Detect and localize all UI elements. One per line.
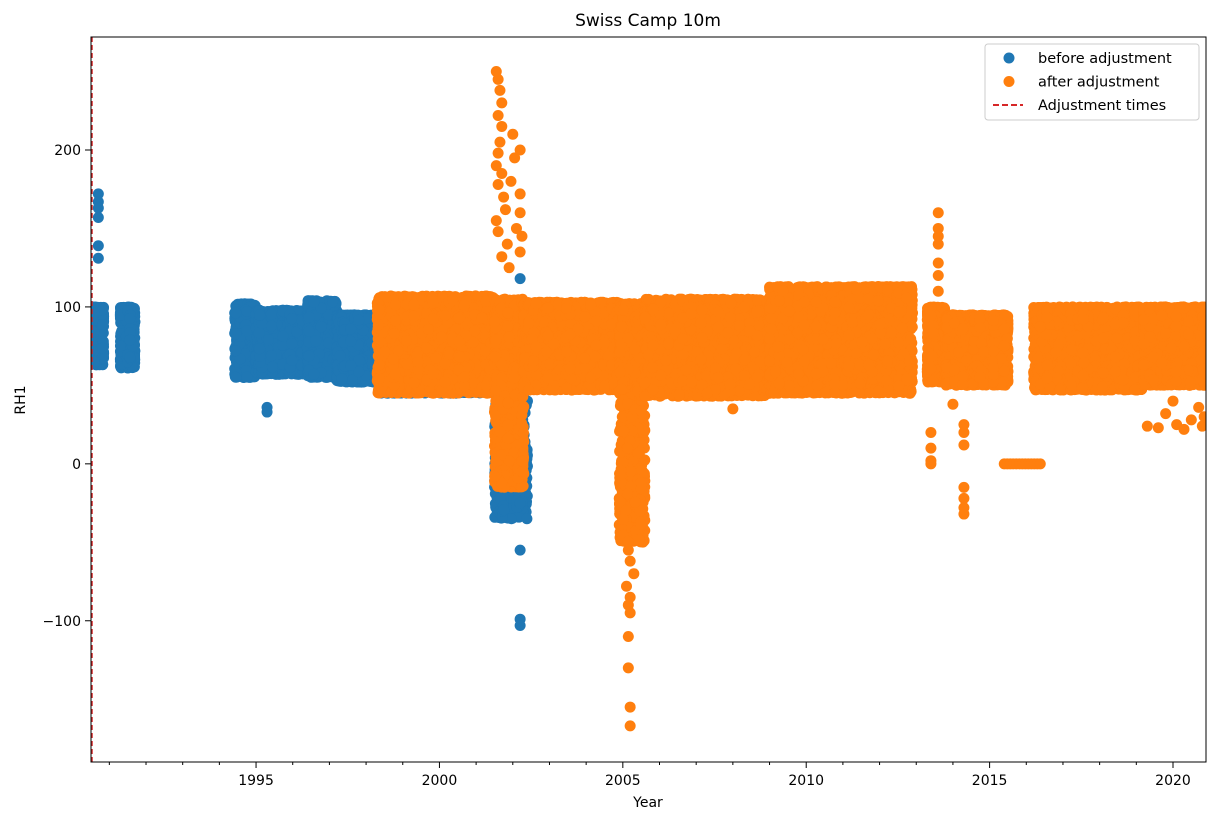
data-point <box>97 319 108 330</box>
data-point <box>124 352 135 363</box>
data-point <box>304 312 315 323</box>
plot-area <box>86 37 1212 762</box>
data-point <box>241 372 252 383</box>
data-point <box>345 323 356 334</box>
data-point <box>88 356 99 367</box>
data-point <box>316 321 327 332</box>
data-point <box>254 310 265 321</box>
data-point <box>254 327 265 338</box>
data-point <box>353 315 364 326</box>
data-point <box>230 328 241 339</box>
data-point <box>286 338 297 349</box>
data-point <box>266 350 277 361</box>
data-point <box>266 309 277 320</box>
data-point <box>266 320 277 331</box>
data-point <box>88 308 99 319</box>
data-point <box>267 361 278 372</box>
data-point <box>88 346 99 357</box>
data-point <box>115 340 126 351</box>
data-point <box>124 334 135 345</box>
data-point <box>124 313 135 324</box>
data-point <box>286 355 297 366</box>
data-point <box>327 296 338 307</box>
data-point <box>263 334 274 345</box>
data-point <box>286 313 297 324</box>
data-point <box>88 327 99 338</box>
data-point <box>336 373 347 384</box>
data-point <box>304 326 315 337</box>
data-point <box>308 369 319 380</box>
data-point <box>308 297 319 308</box>
point-band <box>115 301 140 373</box>
data-point <box>345 360 356 371</box>
data-point <box>254 343 265 354</box>
data-point <box>230 345 241 356</box>
data-point <box>97 343 108 354</box>
data-point <box>277 331 288 342</box>
data-point <box>345 336 356 347</box>
data-point <box>335 350 346 361</box>
series-before-adjustment <box>86 188 629 631</box>
data-point <box>311 335 322 346</box>
data-point <box>230 372 241 383</box>
data-point <box>230 307 241 318</box>
data-point <box>304 351 315 362</box>
point-band <box>86 302 109 371</box>
chart-title: Swiss Camp 10m <box>575 11 721 31</box>
